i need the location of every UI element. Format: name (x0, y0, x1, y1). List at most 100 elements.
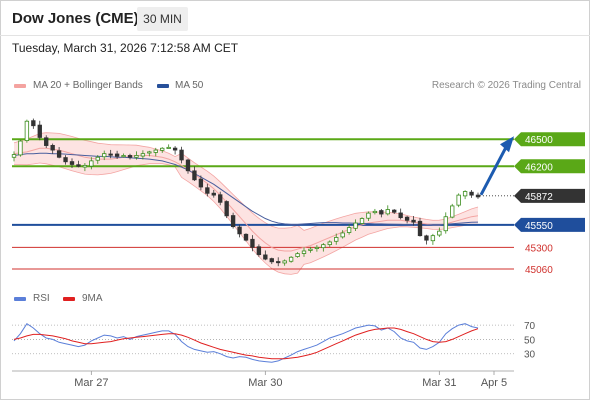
candle-body (353, 222, 358, 229)
candle-body (56, 150, 62, 158)
candle-body (102, 153, 107, 158)
rsi-ma-swatch (63, 297, 75, 301)
candle-body (301, 250, 307, 254)
candle-body (198, 178, 204, 188)
candle-body (192, 170, 197, 181)
level-label-46200: 46200 (525, 162, 553, 173)
candle-body (404, 216, 410, 221)
ma20-bb-swatch (14, 84, 26, 88)
candle-body (37, 124, 42, 138)
candle-body (230, 215, 236, 228)
bollinger-band-area (14, 132, 478, 275)
candle-body (89, 160, 94, 167)
candle-body (95, 156, 100, 161)
candle-body (76, 164, 81, 167)
level-label-45300: 45300 (525, 243, 553, 254)
rsi-tick-70: 70 (524, 321, 536, 332)
candle-body (134, 155, 139, 158)
candle-body (456, 194, 461, 206)
timeframe-badge[interactable]: 30 MIN (137, 7, 188, 31)
candle-body (450, 205, 455, 218)
level-label-45550: 45550 (525, 221, 553, 232)
candle-body (263, 254, 268, 260)
candle-body (392, 209, 397, 213)
rsi-swatch (14, 297, 26, 301)
pivot-tag-45550 (514, 217, 585, 232)
level-label-45872: 45872 (525, 192, 553, 203)
timestamp: Tuesday, March 31, 2026 7:12:58 AM CET (12, 41, 239, 55)
candle-body (153, 149, 158, 153)
candle-body (276, 261, 281, 264)
candle-body (224, 201, 229, 217)
legend-rsi: RSI (33, 293, 50, 304)
candle-body (288, 256, 294, 262)
candle-body (185, 159, 191, 172)
x-tick-label: Mar 31 (422, 377, 456, 389)
candle-body (443, 216, 448, 232)
candle-body (237, 226, 242, 235)
candle-body (334, 237, 339, 242)
candle-body (282, 260, 287, 264)
candle-body (430, 235, 436, 242)
candle-body (372, 210, 378, 214)
candle-body (308, 248, 313, 251)
candle-body (218, 194, 223, 203)
candle-body (147, 151, 152, 154)
candle-body (385, 209, 390, 215)
candle-body (69, 161, 75, 165)
candle-body (121, 155, 126, 158)
candle-body (114, 153, 120, 157)
legend-rsi-ma: 9MA (82, 293, 103, 304)
level-label-45060: 45060 (525, 265, 553, 276)
candle-body (160, 147, 165, 151)
candle-body (469, 191, 474, 196)
candle-body (243, 233, 249, 241)
candle-body (256, 246, 262, 255)
resistance-tag-46200 (514, 159, 585, 174)
candle-body (359, 218, 365, 224)
resistance-tag-46500 (514, 132, 585, 147)
copyright-text: Research © 2026 Trading Central (431, 80, 581, 91)
candle-body (269, 258, 274, 263)
candle-body (31, 120, 36, 127)
candle-body (205, 187, 210, 194)
candle-body (321, 244, 326, 249)
forecast-arrow-line (479, 146, 508, 196)
candle-body (24, 120, 30, 141)
candle-body (63, 157, 68, 163)
rsi-tick-50: 50 (524, 335, 536, 346)
candle-body (424, 235, 429, 241)
candle-body (346, 227, 352, 233)
candle-body (82, 164, 88, 168)
last-price-tag (514, 188, 585, 203)
candle-body (417, 220, 423, 237)
candle-body (44, 137, 49, 146)
rsi-series-9ma (13, 327, 479, 360)
candle-body (172, 147, 178, 151)
candle-body (250, 238, 255, 248)
legend-ma50: MA 50 (175, 80, 204, 91)
level-label-46500: 46500 (525, 135, 553, 146)
candle-body (50, 145, 55, 151)
candle-body (140, 153, 146, 157)
candle-body (411, 219, 416, 223)
candle-body (314, 246, 320, 249)
forecast-arrowhead (500, 136, 514, 153)
candle-body (379, 210, 384, 215)
candle-body (127, 155, 133, 158)
candle-body (211, 192, 216, 196)
ma50-line (13, 152, 479, 226)
candle-body (18, 140, 23, 156)
candle-body (166, 146, 171, 149)
candle-body (11, 154, 17, 158)
candle-body (462, 191, 468, 197)
x-tick-label: Apr 5 (481, 377, 507, 389)
candle-body (295, 253, 300, 257)
candle-body (179, 149, 184, 161)
candle-body (437, 230, 442, 236)
candle-body (366, 212, 371, 219)
rsi-series-rsi (13, 323, 479, 363)
candle-body (340, 232, 345, 238)
candle-body (108, 153, 113, 156)
